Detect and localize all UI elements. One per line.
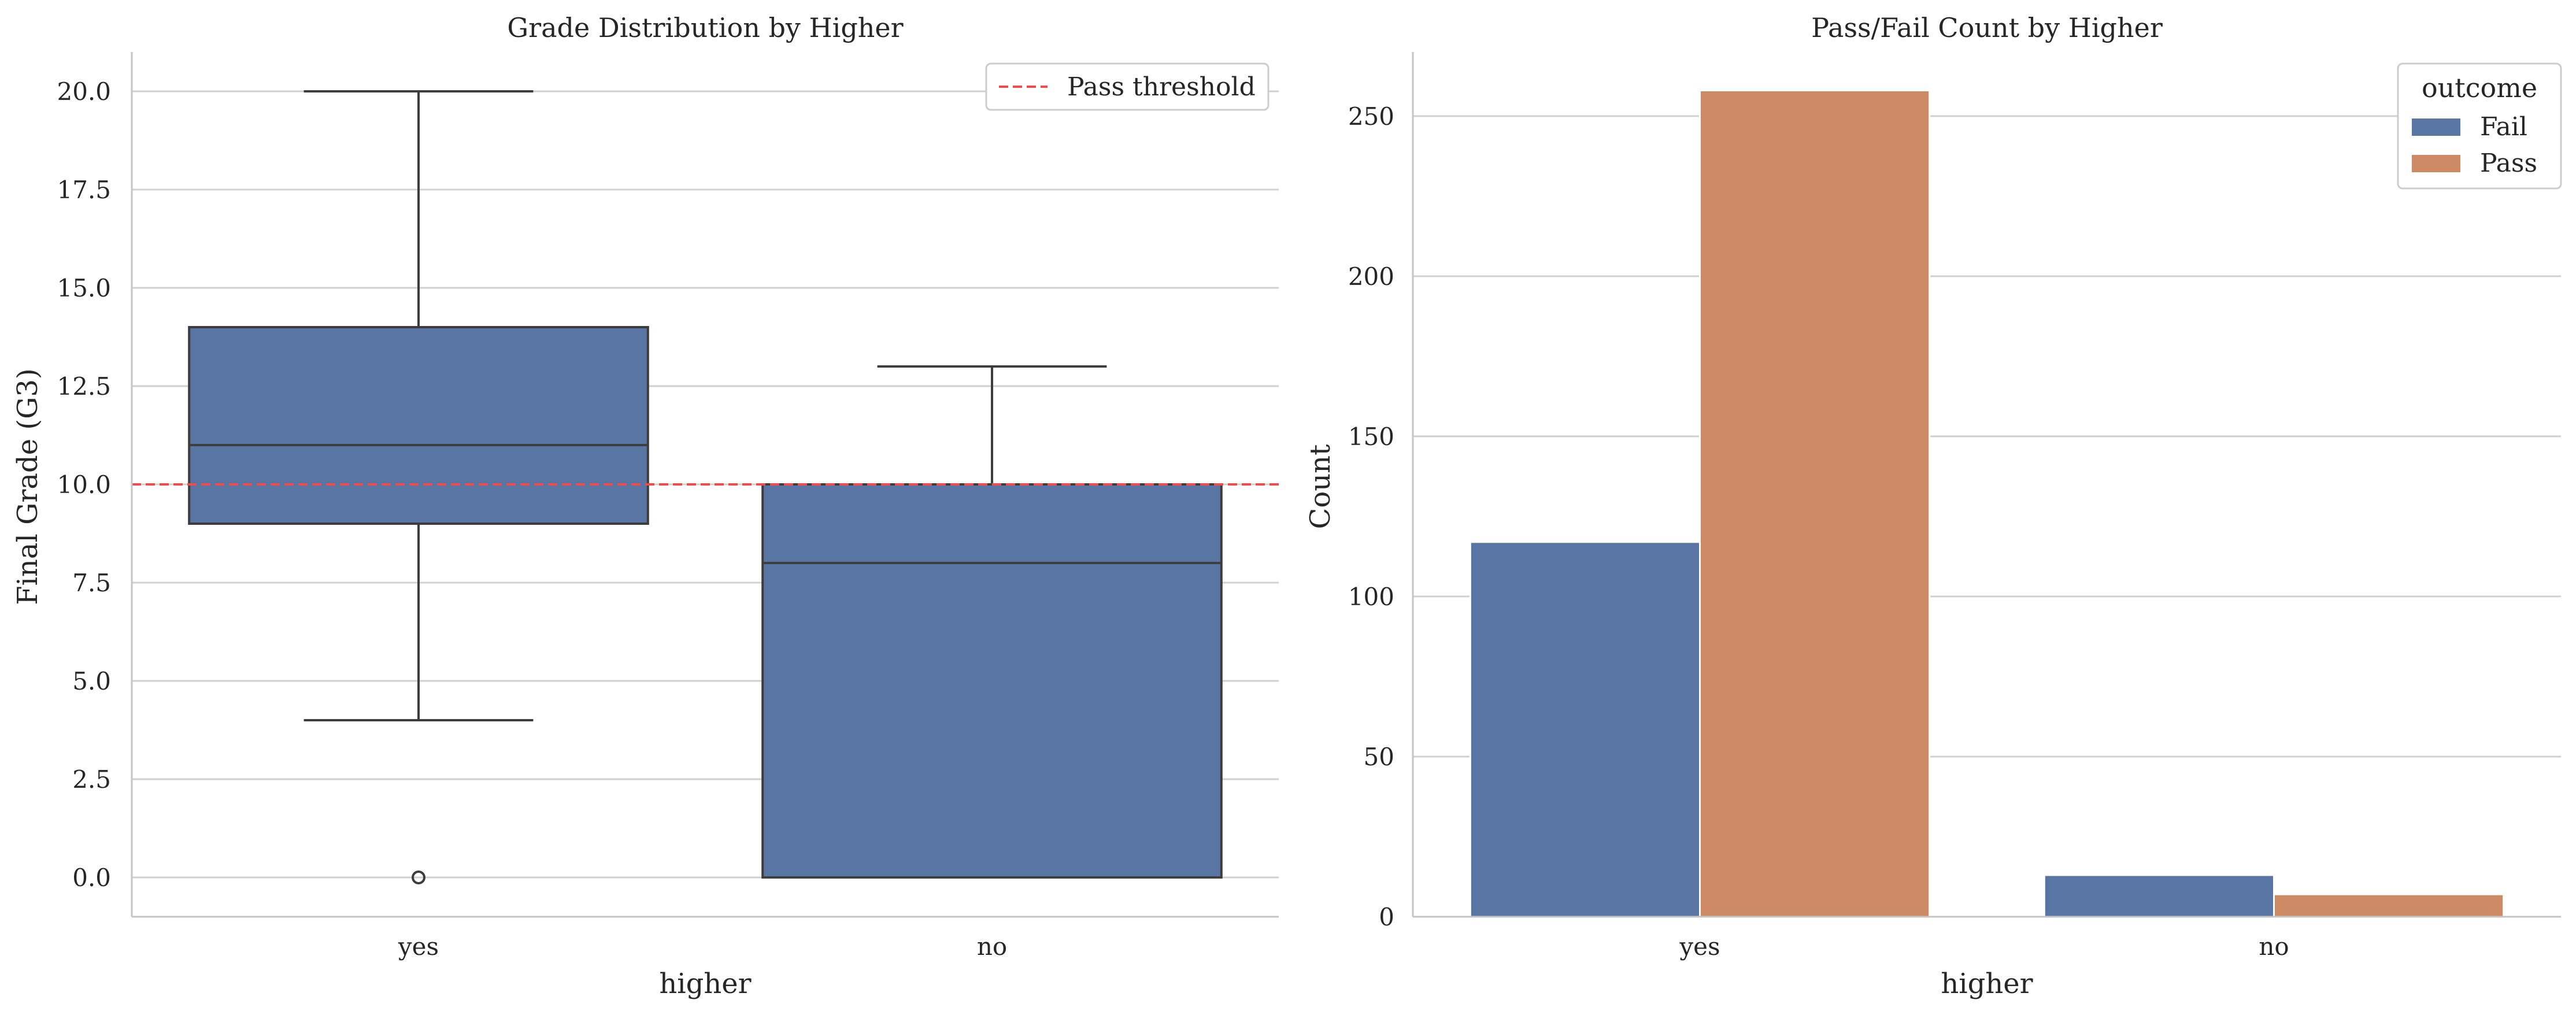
boxplot-box-no — [761, 483, 1223, 879]
threshold-legend-label: Pass threshold — [1067, 72, 1256, 102]
bar-fail-no — [2043, 874, 2275, 918]
bar-y-tick-label: 150 — [1348, 423, 1394, 451]
boxplot-y-tick-label: 12.5 — [57, 372, 111, 401]
boxplot-y-tick-label: 5.0 — [72, 667, 111, 695]
boxplot-legend: Pass threshold — [985, 62, 1270, 111]
boxplot-y-tick-label: 7.5 — [72, 569, 111, 597]
fail-legend-label: Fail — [2480, 112, 2527, 142]
boxplot-x-ticks: yes no — [398, 932, 1007, 961]
boxplot-y-tick-label: 15.0 — [57, 274, 111, 302]
boxplot-y-tick-label: 0.0 — [72, 864, 111, 892]
bar-panel: 0 50 100 150 200 250 yes no Pass/Fail Count by… — [1304, 12, 2562, 1000]
boxplot-panel: 0.0 2.5 5.0 7.5 10.0 12.5 15.0 17.5 20.0 yes no G… — [12, 12, 1279, 1000]
boxplot-y-tick-label: 20.0 — [57, 77, 111, 106]
fail-legend-swatch — [2412, 118, 2460, 136]
boxplot-y-axis-label: Final Grade (G3) — [12, 368, 44, 605]
boxplot-x-tick-label: no — [977, 932, 1007, 961]
bar-y-tick-label: 50 — [1364, 743, 1394, 771]
boxplot-y-tick-label: 17.5 — [57, 176, 111, 204]
bar-legend: outcome Fail Pass — [2397, 62, 2562, 190]
bar-x-axis-label: higher — [1941, 968, 2033, 1000]
boxplot-axes — [131, 52, 1279, 918]
bar-x-ticks: yes no — [1679, 932, 2289, 961]
boxplot-y-ticks: 0.0 2.5 5.0 7.5 10.0 12.5 15.0 17.5 20.0 — [57, 77, 111, 892]
pass-legend-label: Pass — [2480, 149, 2537, 178]
bar-y-tick-label: 250 — [1348, 102, 1394, 131]
bar-y-ticks: 0 50 100 150 200 250 — [1348, 102, 1394, 931]
bar-title: Pass/Fail Count by Higher — [1811, 12, 2163, 43]
bar-y-tick-label: 100 — [1348, 583, 1394, 611]
bar-pass-no — [2273, 893, 2505, 918]
boxplot-marks — [132, 90, 1279, 884]
bar-legend-title: outcome — [2422, 72, 2537, 103]
boxplot-legend-frame — [985, 62, 1270, 111]
bar-y-tick-label: 0 — [1379, 903, 1394, 931]
bar-y-tick-label: 200 — [1348, 262, 1394, 291]
bar-x-tick-label: no — [2259, 932, 2289, 961]
bar-pass-yes — [1699, 89, 1931, 918]
boxplot-y-tick-label: 2.5 — [72, 765, 111, 794]
bar-fail-yes — [1469, 541, 1701, 918]
boxplot-y-tick-label: 10.0 — [57, 471, 111, 499]
boxplot-x-tick-label: yes — [398, 932, 439, 961]
boxplot-outlier — [412, 870, 425, 884]
boxplot-title: Grade Distribution by Higher — [507, 12, 903, 43]
bar-x-tick-label: yes — [1679, 932, 1720, 961]
bar-marks — [1469, 89, 2505, 918]
bar-y-axis-label: Count — [1304, 444, 1337, 529]
boxplot-x-axis-label: higher — [659, 968, 751, 1000]
boxplot-box-yes — [188, 326, 649, 525]
bar-axes — [1412, 52, 2561, 918]
pass-legend-swatch — [2412, 155, 2460, 172]
